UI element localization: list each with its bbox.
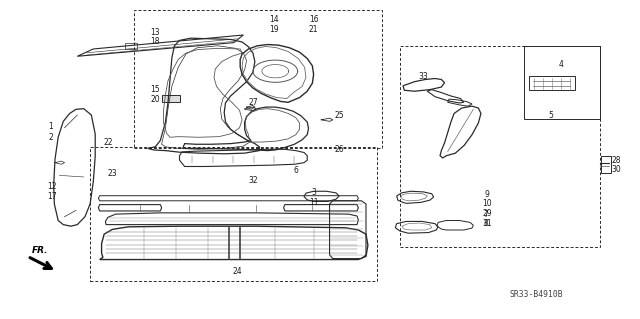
Bar (529, 76, 575, 90)
Text: 23: 23 (108, 169, 117, 178)
Text: 10: 10 (483, 199, 492, 208)
Text: 4: 4 (559, 60, 564, 69)
Text: 15: 15 (150, 85, 160, 94)
Text: 31: 31 (483, 219, 492, 227)
Text: 26: 26 (334, 145, 344, 154)
Text: 8: 8 (484, 219, 488, 228)
Bar (125, 43, 137, 49)
Text: FR.: FR. (32, 246, 49, 255)
Bar (601, 156, 611, 173)
Text: 21: 21 (309, 25, 318, 34)
Bar (400, 46, 600, 247)
Text: 16: 16 (309, 15, 319, 24)
Text: 11: 11 (309, 198, 318, 207)
Text: 9: 9 (485, 190, 490, 199)
Text: 17: 17 (47, 192, 56, 202)
Text: 14: 14 (269, 15, 279, 24)
Text: 7: 7 (484, 210, 488, 219)
Text: 1: 1 (48, 122, 53, 131)
Text: SR33-B4910B: SR33-B4910B (509, 290, 563, 299)
Text: 27: 27 (248, 98, 258, 107)
Text: 20: 20 (150, 95, 160, 104)
Bar (162, 95, 179, 102)
Text: 30: 30 (611, 165, 621, 174)
Text: 5: 5 (548, 111, 554, 120)
Text: 13: 13 (150, 28, 160, 37)
Text: 33: 33 (419, 72, 428, 81)
Bar (134, 10, 382, 148)
Text: 24: 24 (232, 267, 242, 276)
Text: 2: 2 (48, 133, 53, 142)
Text: 29: 29 (483, 209, 492, 218)
Bar (90, 147, 378, 281)
Text: 22: 22 (103, 137, 113, 146)
Text: 28: 28 (612, 156, 621, 165)
Text: 12: 12 (47, 182, 56, 191)
Text: 32: 32 (248, 176, 258, 185)
Text: 3: 3 (311, 188, 316, 197)
Text: 25: 25 (334, 111, 344, 120)
Text: 18: 18 (150, 38, 160, 47)
Text: 19: 19 (269, 25, 279, 34)
Text: 6: 6 (293, 166, 298, 175)
Bar (524, 46, 600, 119)
